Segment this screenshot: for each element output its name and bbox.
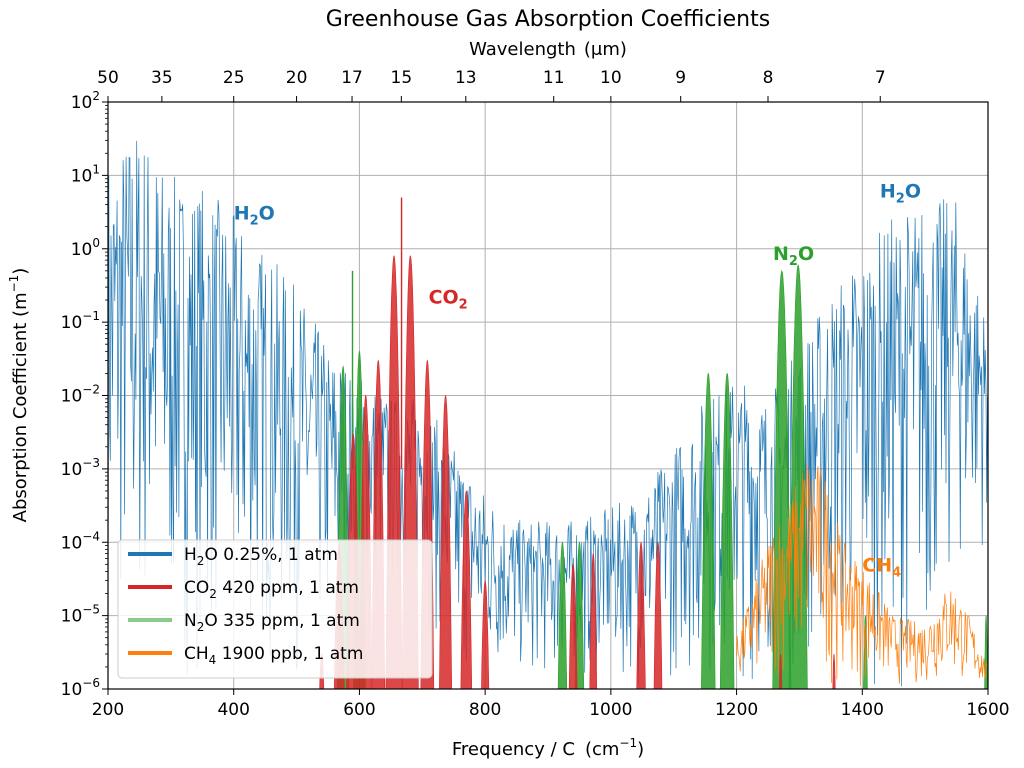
y-tick-label: 10−6 [61,676,100,700]
band [568,563,578,689]
band [719,372,735,689]
annotation-label: CO2 [429,286,468,312]
x-tick-label: 800 [469,700,501,720]
y-tick-label: 10−5 [61,603,100,627]
x-tick-label: 600 [343,700,375,720]
band [653,541,663,689]
series-line [736,464,988,686]
y-tick-label: 102 [71,89,100,113]
top-axis-label: Wavelength (μm) [469,39,627,60]
legend-label: CO2 420 ppm, 1 atm [184,578,359,601]
band [439,394,453,689]
top-tick-label: 50 [97,68,119,88]
legend-label: N2O 335 ppm, 1 atm [184,611,360,634]
series-h2o [108,140,988,687]
band [589,552,598,689]
x-axis-label: Frequency / C (cm−1) [452,736,644,760]
band [701,372,716,689]
top-tick-label: 7 [875,68,886,88]
annotation-label: H2O [234,203,275,229]
top-tick-label: 13 [455,68,477,88]
band [832,653,836,689]
annotation-label: CH4 [862,554,901,580]
band [779,653,783,689]
x-tick-label: 1600 [966,700,1009,720]
x-tick-label: 200 [92,700,124,720]
x-tick-label: 400 [217,700,249,720]
top-tick-label: 15 [391,68,413,88]
y-tick-label: 10−3 [61,456,100,480]
chart-title: Greenhouse Gas Absorption Coefficients [326,7,770,32]
series-ch4 [736,464,988,686]
top-tick-label: 8 [763,68,774,88]
top-axis-ticks: 50 35 25 20 17 15 13 11 10 9 8 7 [97,68,886,102]
y-tick-label: 101 [71,162,100,186]
top-tick-label: 11 [543,68,565,88]
legend-box [117,539,433,679]
y-axis-label: Absorption Coefficient (m−1) [7,268,31,523]
band [481,579,490,689]
annotation-label: N2O [773,243,814,269]
annotations: H2O CO2 N2O H2O CH4 [234,180,921,580]
band [574,541,585,689]
top-tick-label: 10 [600,68,622,88]
legend: H2O 0.25%, 1 atm CO2 420 ppm, 1 atm N2O 33… [117,539,433,679]
x-tick-label: 1200 [715,700,758,720]
band [788,264,808,689]
top-tick-label: 9 [675,68,686,88]
y-tick-label: 10−1 [61,309,100,333]
legend-label: CH4 1900 ppb, 1 atm [184,644,363,667]
top-tick-label: 25 [223,68,245,88]
band [636,541,646,689]
top-tick-label: 35 [151,68,173,88]
top-tick-label: 17 [341,68,363,88]
series-line [108,140,988,687]
band [460,490,473,689]
annotation-label: H2O [880,180,921,206]
band [984,615,988,689]
y-tick-label: 100 [71,236,100,260]
y-tick-label: 10−4 [61,529,100,553]
x-tick-label: 1000 [589,700,632,720]
x-axis-ticks: 200 400 600 800 1000 1200 1400 1600 [92,689,1010,720]
band [557,541,568,689]
legend-label: H2O 0.25%, 1 atm [184,545,338,568]
y-axis-ticks: 10−6 10−5 10−4 10−3 10−2 10−1 100 101 102 [61,89,108,700]
top-tick-label: 20 [286,68,308,88]
y-tick-label: 10−2 [61,383,100,407]
x-tick-label: 1400 [841,700,884,720]
